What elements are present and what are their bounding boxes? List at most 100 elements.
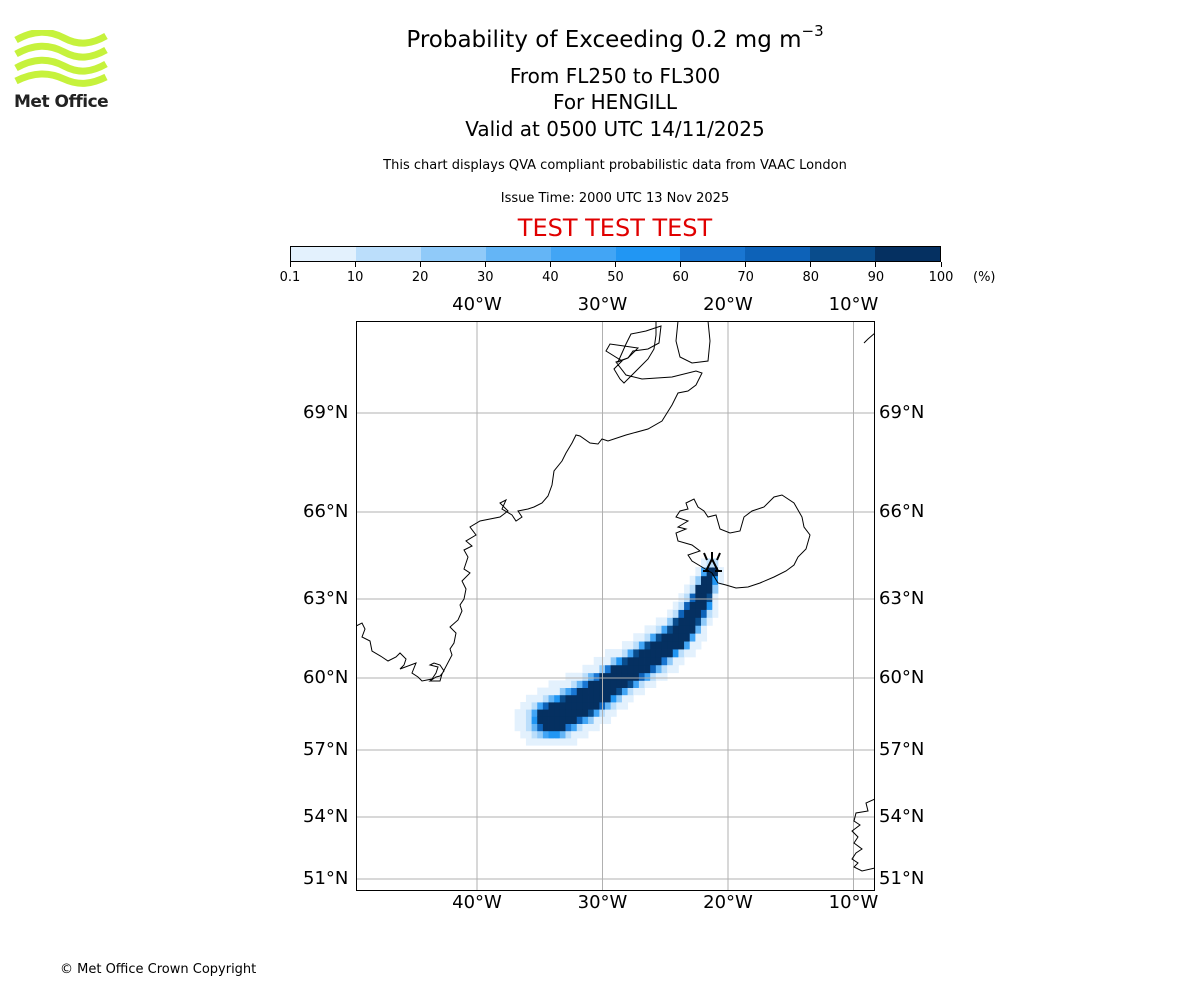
plume-cell — [605, 716, 612, 724]
plume-cell — [712, 558, 719, 568]
plume-cell — [695, 625, 702, 634]
plume-cell — [582, 730, 589, 739]
plume-cell — [548, 694, 555, 703]
plume-cell — [537, 709, 544, 717]
plume-cell — [621, 641, 628, 650]
plume-cell — [588, 687, 595, 696]
latitude-label-left: 57°N — [303, 739, 349, 760]
plume-cell — [542, 716, 549, 724]
plume-cell — [689, 593, 696, 603]
issue-time: Issue Time: 2000 UTC 13 Nov 2025 — [500, 191, 730, 206]
plume-cell — [565, 738, 572, 746]
plume-cell — [514, 716, 521, 724]
plume-cell — [672, 633, 679, 642]
plume-cell — [537, 702, 544, 710]
plume-cell — [633, 672, 640, 681]
plume-cell — [633, 656, 640, 666]
plume-cell — [576, 687, 583, 696]
plume-cell — [559, 694, 566, 703]
plume-cell — [695, 609, 702, 618]
coastline-greenland-fjord — [675, 321, 711, 364]
longitude-label-top: 40°W — [452, 294, 502, 315]
coastline-greenland — [356, 321, 703, 682]
plume-cell — [582, 702, 589, 710]
plume-cell — [554, 738, 561, 746]
latitude-label-left: 54°N — [303, 806, 349, 827]
plume-cell — [582, 672, 589, 681]
latitude-label-right: 69°N — [879, 402, 925, 423]
plume-cell — [588, 680, 595, 688]
plume-cell — [588, 723, 595, 732]
colorbar-segment — [680, 247, 746, 261]
plume-cell — [588, 709, 595, 717]
colorbar-segment — [615, 247, 681, 261]
plume-cell — [525, 694, 532, 703]
plume-cell — [644, 656, 651, 666]
plume-cell — [571, 738, 578, 746]
longitude-label-top: 30°W — [577, 294, 628, 315]
plume-cell — [689, 584, 696, 594]
colorbar-tick — [549, 262, 551, 267]
plume-cell — [520, 723, 527, 732]
colorbar-tick — [680, 262, 682, 267]
plume-cell — [633, 680, 640, 688]
plume-cell — [616, 664, 623, 674]
plume-cell — [689, 641, 696, 650]
plume-cell — [537, 738, 544, 746]
plume-cell — [537, 687, 544, 696]
plume-cell — [616, 672, 623, 681]
plume-cell — [616, 702, 623, 710]
colorbar-segment — [420, 247, 486, 261]
plume-cell — [525, 702, 532, 710]
plume-cell — [684, 584, 691, 594]
plume-cell — [678, 656, 685, 666]
plume-cell — [571, 694, 578, 703]
plume-cell — [571, 687, 578, 696]
plume-cell — [650, 672, 657, 681]
plume-cell — [520, 709, 527, 717]
plume-cell — [627, 687, 634, 696]
plume-cell — [593, 664, 600, 674]
plume-cell — [531, 730, 538, 739]
plume-cell — [576, 716, 583, 724]
plume-cell — [565, 702, 572, 710]
plume-cell — [616, 656, 623, 666]
plume-cell — [593, 709, 600, 717]
colorbar-segment — [875, 247, 941, 261]
colorbar-tick — [289, 262, 291, 267]
plume-cell — [638, 687, 645, 696]
plume-cell — [582, 709, 589, 717]
plume-cell — [576, 672, 583, 681]
plume-cell — [689, 633, 696, 642]
plume-cell — [655, 664, 662, 674]
latitude-label-right: 57°N — [879, 739, 925, 760]
plume-cell — [717, 575, 725, 585]
plume-cell — [678, 617, 685, 626]
plume-cell — [672, 609, 679, 618]
coastlines — [356, 321, 875, 872]
plume-cell — [559, 730, 566, 739]
plume-cell — [554, 709, 561, 717]
plume-cell — [542, 687, 549, 696]
plume-cell — [559, 702, 566, 710]
plume-cell — [655, 625, 662, 634]
plume-cell — [706, 575, 713, 585]
latitude-label-left: 66°N — [303, 501, 349, 522]
colorbar-segment — [291, 247, 356, 261]
plume-cell — [621, 664, 628, 674]
plume-cell — [701, 601, 708, 610]
plume-cell — [571, 672, 578, 681]
plume-cell — [616, 687, 623, 696]
plume-cell — [684, 609, 691, 618]
plume-cell — [610, 664, 617, 674]
colorbar-tick — [875, 262, 877, 267]
plume-cell — [525, 723, 532, 732]
plume-cell — [644, 625, 651, 634]
latitude-label-left: 63°N — [303, 588, 349, 609]
plume-cell — [638, 641, 645, 650]
plume-cell — [661, 656, 668, 666]
plume-cell — [650, 664, 657, 674]
plume-cell — [576, 680, 583, 688]
plume-cell — [678, 609, 685, 618]
plume-cell — [582, 723, 589, 732]
